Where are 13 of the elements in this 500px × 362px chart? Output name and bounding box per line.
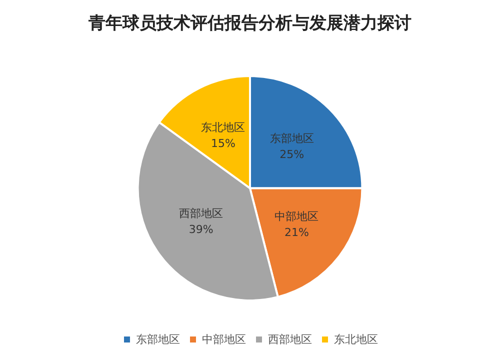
chart-title: 青年球员技术评估报告分析与发展潜力探讨 [88,14,412,34]
legend-label: 东部地区 [136,333,180,346]
slice-label: 西部地区 [179,206,224,220]
slice-label: 东北地区 [201,121,246,134]
data-label: 25% [280,148,304,161]
data-label: 21% [284,226,309,239]
slice-label: 东部地区 [270,132,314,145]
data-label: 15% [210,137,236,150]
legend-label: 中部地区 [202,333,246,346]
legend-label: 东北地区 [334,333,378,346]
data-label: 39% [188,222,214,236]
slice-label: 中部地区 [274,210,319,223]
legend-label: 西部地区 [268,333,312,346]
